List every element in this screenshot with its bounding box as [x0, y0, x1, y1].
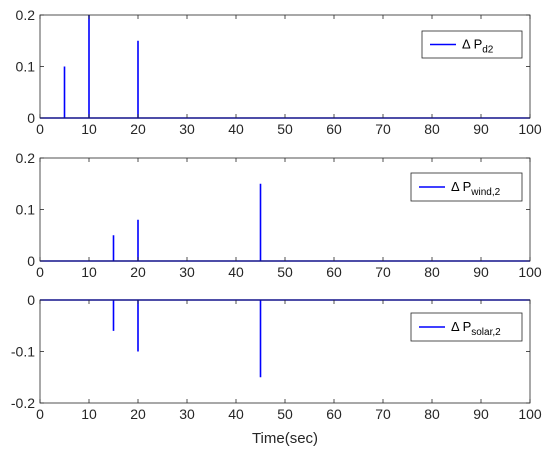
- y-tick-label: 0.1: [16, 59, 36, 75]
- legend-label: Δ Psolar,2: [451, 319, 501, 338]
- x-tick-label: 50: [277, 406, 293, 422]
- legend: Δ Pd2: [421, 30, 523, 59]
- x-tick-label: 90: [473, 121, 489, 137]
- x-tick-label: 70: [375, 264, 391, 280]
- x-tick-label: 0: [36, 406, 44, 422]
- x-tick-label: 40: [228, 264, 244, 280]
- legend-label-main: Δ P: [451, 319, 471, 334]
- legend-label: Δ Pd2: [462, 37, 494, 56]
- x-tick-label: 70: [375, 121, 391, 137]
- y-tick-label: 0: [27, 253, 35, 269]
- legend: Δ Pwind,2: [410, 172, 523, 202]
- data-series-line-1: [40, 183, 530, 262]
- x-tick-label: 70: [375, 406, 391, 422]
- x-tick-label: 90: [473, 406, 489, 422]
- x-tick-label: 20: [130, 264, 146, 280]
- x-tick-label: 90: [473, 264, 489, 280]
- x-tick-label: 30: [179, 264, 195, 280]
- chart-panel-2: 0 10 20 30 40 50 60 70 80 90 100 0 0.1 0.2 Δ Pwind,2: [16, 150, 542, 280]
- x-tick-label: 10: [81, 121, 97, 137]
- data-series-line-1: [40, 299, 530, 378]
- legend-label: Δ Pwind,2: [451, 179, 501, 198]
- data-series-line-1: [40, 15, 530, 119]
- x-tick-label: 60: [326, 264, 342, 280]
- x-tick-label: 40: [228, 406, 244, 422]
- x-tick-label: 100: [518, 406, 542, 422]
- x-tick-label: 80: [424, 406, 440, 422]
- legend-label-main: Δ P: [462, 37, 482, 52]
- legend-label-subscript: solar,2: [471, 327, 501, 338]
- y-tick-label: -0.2: [11, 395, 35, 411]
- legend-label-main: Δ P: [451, 179, 471, 194]
- y-tick-label: 0: [27, 292, 35, 308]
- x-tick-label: 30: [179, 121, 195, 137]
- y-tick-label: 0: [27, 110, 35, 126]
- x-tick-label: 20: [130, 406, 146, 422]
- x-tick-label: 60: [326, 121, 342, 137]
- legend-label-subscript: d2: [482, 45, 494, 56]
- plot-area: [40, 15, 530, 118]
- x-tick-label: 20: [130, 121, 146, 137]
- chart-panel-3: 0 10 20 30 40 50 60 70 80 90 100 0 -0.1 -0.2 Δ Psolar,…: [11, 292, 542, 447]
- x-tick-label: 80: [424, 121, 440, 137]
- y-tick-label: 0.2: [16, 150, 36, 166]
- x-tick-label: 30: [179, 406, 195, 422]
- x-tick-label: 100: [518, 121, 542, 137]
- x-tick-label: 10: [81, 406, 97, 422]
- x-axis-label: Time(sec): [252, 430, 318, 447]
- x-tick-label: 60: [326, 406, 342, 422]
- x-tick-label: 10: [81, 264, 97, 280]
- y-tick-label: 0.2: [16, 7, 36, 23]
- x-tick-label: 40: [228, 121, 244, 137]
- legend-label-subscript: wind,2: [470, 187, 500, 198]
- x-tick-label: 80: [424, 264, 440, 280]
- y-tick-label: -0.1: [11, 344, 35, 360]
- x-tick-label: 50: [277, 121, 293, 137]
- x-tick-label: 50: [277, 264, 293, 280]
- chart-panel-1: 0 10 20 30 40 50 60 70 80 90 100 0 0.1 0.2 Δ Pd2: [16, 7, 542, 137]
- x-tick-label: 100: [518, 264, 542, 280]
- x-tick-label: 0: [36, 264, 44, 280]
- x-tick-label: 0: [36, 121, 44, 137]
- legend: Δ Psolar,2: [410, 312, 523, 342]
- y-tick-label: 0.1: [16, 202, 36, 218]
